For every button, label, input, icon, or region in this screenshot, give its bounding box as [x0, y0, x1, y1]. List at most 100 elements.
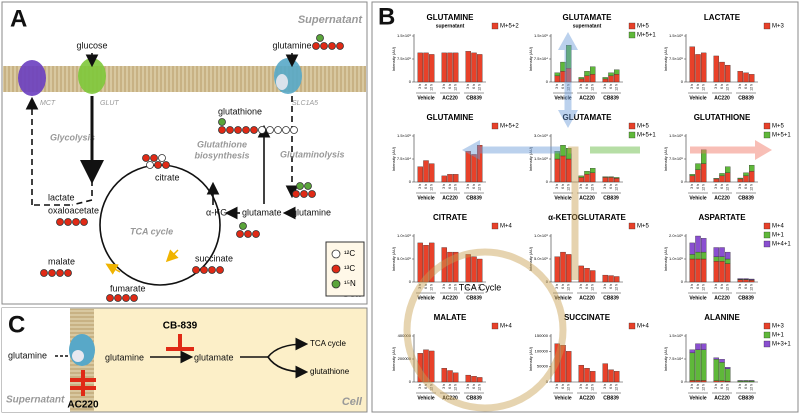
x-tick-label: 3 h: [714, 84, 718, 89]
legend-label: M+4: [500, 224, 513, 230]
isotope-dots: [56, 218, 88, 226]
x-tick-label: 6 h: [609, 84, 613, 89]
x-tick-label: 12 h: [454, 84, 458, 91]
bar: [689, 175, 695, 183]
y-tick-label: 1.0×10⁵: [669, 256, 683, 261]
bar: [695, 54, 701, 83]
bar: [695, 258, 701, 283]
x-tick-label: 3 h: [738, 184, 742, 189]
isotope-dots: [142, 154, 170, 169]
y-tick-label: 1.5×10⁵: [397, 133, 411, 138]
x-tick-label: 6 h: [448, 384, 452, 389]
pathway-label: TCA cycle: [130, 226, 173, 236]
bar: [701, 149, 707, 164]
legend-label: M+5+2: [500, 24, 519, 30]
y-tick-label: 0: [409, 79, 412, 84]
y-tick-label: 1.0×10⁶: [534, 233, 548, 238]
bar: [719, 359, 725, 363]
x-tick-label: 6 h: [585, 84, 589, 89]
x-tick-label: 3 h: [579, 184, 583, 189]
pathway-label: Glycolysis: [50, 132, 95, 142]
bar: [447, 52, 453, 83]
group-label: CB839: [466, 195, 482, 201]
x-tick-label: 6 h: [696, 284, 700, 289]
x-tick-label: 3 h: [466, 184, 470, 189]
metabolite: malate: [48, 256, 75, 266]
bar: [713, 359, 719, 381]
group-label: AC220: [579, 295, 595, 301]
x-tick-label: 6 h: [609, 384, 613, 389]
bar: [560, 251, 566, 283]
pathway-label: Glutathione: [197, 139, 247, 149]
bar: [566, 45, 572, 69]
bar: [713, 178, 719, 183]
bar: [725, 367, 731, 369]
bar: [429, 350, 435, 383]
bar: [471, 376, 477, 383]
drug-label: CB-839: [163, 321, 198, 332]
metabolite: glutamate: [194, 352, 234, 362]
x-tick-label: 3 h: [579, 384, 583, 389]
bar: [566, 158, 572, 183]
x-tick-label: 3 h: [555, 184, 559, 189]
x-tick-label: 3 h: [579, 84, 583, 89]
y-tick-label: 0: [409, 379, 412, 384]
isotope-dots: [40, 269, 72, 277]
bar: [719, 173, 725, 177]
y-axis-label: Intensity (AU): [391, 146, 396, 171]
bar: [578, 265, 584, 283]
metabolite: glucose: [76, 40, 107, 50]
metabolite: glutathione: [310, 367, 350, 376]
bar: [695, 349, 701, 381]
group-label: Vehicle: [554, 195, 571, 201]
legend-swatch: [628, 222, 636, 230]
bar: [584, 174, 590, 183]
group-label: CB839: [603, 195, 619, 201]
group-label: CB839: [738, 395, 754, 401]
group-label: Vehicle: [554, 295, 571, 301]
bar: [614, 74, 620, 83]
y-axis-label: Intensity (AU): [528, 246, 533, 271]
x-tick-label: 12 h: [591, 284, 595, 291]
y-tick-label: 1.5×10⁵: [534, 33, 548, 38]
legend-swatch: [763, 340, 771, 348]
x-tick-label: 6 h: [585, 384, 589, 389]
y-tick-label: 7.5×10⁵: [397, 56, 411, 61]
y-tick-label: 1.0×10⁶: [397, 233, 411, 238]
bar: [590, 371, 596, 383]
x-tick-label: 6 h: [585, 184, 589, 189]
bar: [465, 374, 471, 383]
bar: [695, 163, 701, 170]
x-tick-label: 12 h: [750, 84, 754, 91]
bar: [477, 258, 483, 283]
x-tick-label: 12 h: [615, 284, 619, 291]
bar: [719, 247, 725, 257]
bar: [465, 254, 471, 283]
bar: [614, 69, 620, 75]
legend-label: ¹²C: [344, 249, 355, 258]
x-tick-label: 3 h: [442, 84, 446, 89]
x-tick-label: 6 h: [561, 384, 565, 389]
transporter-label: GLUT: [100, 100, 119, 107]
compartment-label: Cell: [342, 396, 363, 408]
bar: [719, 380, 725, 383]
bar: [584, 368, 590, 383]
bar: [614, 371, 620, 383]
bar: [737, 279, 743, 283]
bar: [743, 175, 749, 183]
y-axis-label: Intensity (AU): [391, 246, 396, 271]
x-tick-label: 3 h: [555, 384, 559, 389]
group-label: Vehicle: [554, 95, 571, 101]
bar: [423, 245, 429, 283]
bar: [689, 352, 695, 381]
bar: [590, 270, 596, 283]
metabolite: glutamine: [8, 350, 47, 360]
chart-title: MALATE: [434, 313, 467, 322]
legend-swatch: [491, 22, 499, 30]
x-tick-label: 12 h: [726, 284, 730, 291]
x-tick-label: 3 h: [738, 384, 742, 389]
x-tick-label: 12 h: [478, 84, 482, 91]
bar: [453, 174, 459, 183]
metabolite: fumarate: [110, 283, 146, 293]
y-tick-label: 1.5×10⁶: [669, 133, 683, 138]
